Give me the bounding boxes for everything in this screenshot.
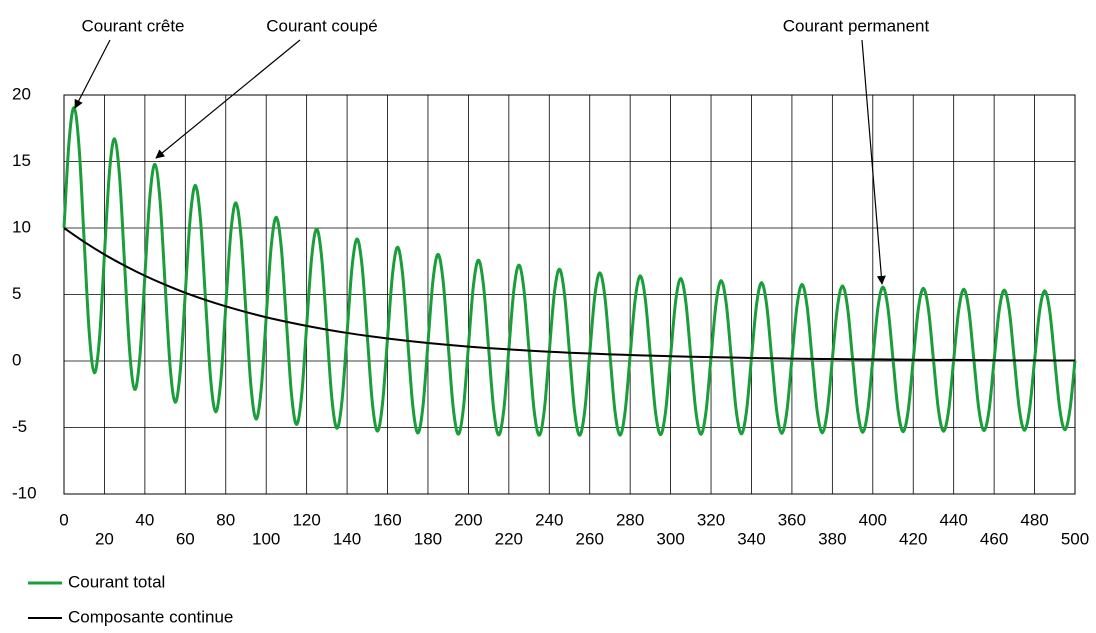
x-tick-label: 240 [535,510,563,529]
x-tick-label: 400 [859,510,887,529]
x-tick-label: 40 [135,510,154,529]
x-tick-label: 220 [495,529,523,548]
x-tick-label: 120 [292,510,320,529]
x-tick-label: 100 [252,529,280,548]
y-tick-label: -10 [12,483,37,502]
x-tick-label: 140 [333,529,361,548]
x-tick-label: 320 [697,510,725,529]
series-line [63,227,1076,362]
x-tick-label: 280 [616,510,644,529]
x-tick-label: 380 [818,529,846,548]
x-tick-label: 60 [176,529,195,548]
x-tick-label: 440 [939,510,967,529]
x-tick-label: 80 [216,510,235,529]
annotation: Courant coupé [266,16,378,35]
y-tick-label: -5 [12,417,27,436]
y-tick-label: 15 [12,151,31,170]
x-tick-label: 0 [59,510,68,529]
x-tick-label: 300 [656,529,684,548]
x-tick-label: 420 [899,529,927,548]
plot-frame [63,94,1076,495]
y-tick-label: 5 [12,284,21,303]
x-tick-label: 160 [373,510,401,529]
y-tick-label: 20 [12,84,31,103]
legend-label: Composante continue [68,607,233,626]
x-tick-label: 480 [1020,510,1048,529]
x-tick-label: 340 [737,529,765,548]
legend-label: Courant total [68,572,165,591]
y-tick-label: 10 [12,217,31,236]
plot-area [62,94,1077,495]
x-tick-label: 360 [778,510,806,529]
x-tick-label: 500 [1061,529,1089,548]
annotation-arrow [155,39,301,159]
x-tick-label: 260 [576,529,604,548]
x-tick-label: 460 [980,529,1008,548]
annotation-arrow [861,39,886,285]
x-tick-label: 20 [95,529,114,548]
series-line [62,106,1077,437]
annotation: Courant crête [82,16,185,35]
annotation-arrow [74,39,111,109]
x-tick-label: 200 [454,510,482,529]
annotation: Courant permanent [783,16,930,35]
y-tick-label: 0 [12,350,21,369]
x-tick-label: 180 [414,529,442,548]
